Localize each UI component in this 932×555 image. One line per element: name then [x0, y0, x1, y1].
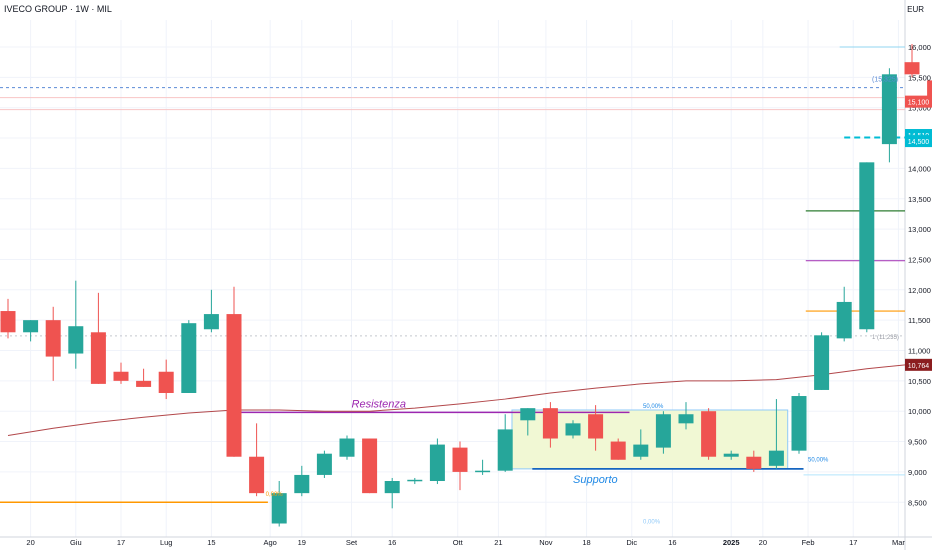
y-tick-label: 10,000 [908, 407, 931, 416]
candle-body [316, 453, 332, 475]
supporto-label: Supporto [573, 474, 618, 486]
y-tick-label: 10,500 [908, 377, 931, 386]
candle-body [362, 438, 378, 494]
candle-body [814, 335, 830, 390]
candle-body [565, 423, 581, 436]
y-tick-label: 13,500 [908, 195, 931, 204]
grey-level-label: 1 (11,235) [872, 335, 899, 341]
price-tag-ma: 10,764 [908, 363, 930, 370]
candle-body [271, 493, 287, 524]
candle-body [859, 162, 875, 330]
x-tick-label: Dic [626, 538, 637, 547]
y-tick-label: 9,000 [908, 468, 927, 477]
resistenza-label: Resistenza [352, 398, 406, 410]
y-tick-label: 14,000 [908, 164, 931, 173]
x-tick-label: 15 [207, 538, 215, 547]
range-box [511, 409, 789, 470]
candle-body [45, 320, 61, 357]
candle-body [588, 414, 604, 439]
candle-body [339, 438, 355, 457]
candle-body [68, 326, 84, 354]
chart-title: IVECO GROUP · 1W · MIL [4, 4, 112, 14]
x-tick-label: Lug [160, 538, 173, 547]
fib-left-label: 0,00% [266, 492, 284, 498]
candle-body [226, 314, 242, 457]
candle-body [23, 320, 39, 333]
y-tick-label: 12,000 [908, 286, 931, 295]
candle-body [633, 444, 649, 457]
candle-body [249, 456, 265, 494]
price-tag-teal-bottom: 14,500 [908, 139, 930, 146]
x-tick-label: 21 [494, 538, 502, 547]
candle-body [768, 450, 784, 466]
x-tick-label: Feb [802, 538, 815, 547]
fib-right-label: 50,00% [808, 458, 829, 464]
y-tick-label: 11,000 [908, 347, 930, 356]
candle-body [497, 429, 513, 471]
candle-body [203, 314, 219, 330]
price-tag-teal-bottom-bg [905, 135, 932, 148]
candle-body [746, 456, 762, 469]
candle-body [520, 408, 536, 421]
candle-body [610, 441, 626, 460]
y-tick-label: 12,500 [908, 255, 931, 264]
x-tick-label: 16 [388, 538, 396, 547]
fib-box-label: 50,00% [643, 404, 664, 410]
candle-body [0, 311, 16, 333]
x-tick-label: 16 [668, 538, 676, 547]
x-tick-label: 2025 [723, 538, 740, 547]
x-tick-label: 18 [582, 538, 590, 547]
y-tick-label: 9,500 [908, 438, 927, 447]
y-tick-label: 13,000 [908, 225, 931, 234]
candle-body [384, 481, 400, 494]
candle-body [181, 323, 197, 393]
candle-body [881, 74, 897, 145]
candle-body [655, 414, 671, 448]
candle-body [158, 371, 174, 393]
y-tick-label: 8,500 [908, 498, 927, 507]
candle-body [904, 62, 920, 75]
upper-level-label: (15,325) [872, 77, 898, 84]
candle-body [294, 474, 310, 494]
y-tick-label: 15,000 [908, 104, 931, 113]
price-tag-red: 15,100 [908, 100, 930, 107]
candle-body [136, 380, 152, 387]
y-tick-label: 15,500 [908, 73, 931, 82]
x-tick-label: 20 [26, 538, 34, 547]
x-tick-label: Set [346, 538, 358, 547]
candle-body [836, 301, 852, 339]
y-tick-label: 16,000 [908, 43, 931, 52]
candle-body [429, 444, 445, 482]
y-tick-label: 11,500 [908, 316, 930, 325]
x-tick-label: Nov [539, 538, 553, 547]
candle-body [475, 470, 491, 473]
candle-body [542, 408, 558, 439]
candle-body [452, 447, 468, 472]
x-tick-label: 20 [759, 538, 767, 547]
moving-average-line [7, 364, 906, 436]
currency-label: EUR [907, 5, 924, 14]
x-tick-label: 19 [298, 538, 306, 547]
candle-body [90, 332, 106, 384]
candle-body [791, 396, 807, 451]
price-tag-red-bg [905, 95, 932, 108]
x-tick-label: 17 [849, 538, 857, 547]
candle-body [407, 479, 423, 482]
x-tick-label: Ago [263, 538, 276, 547]
candle-body [723, 453, 739, 457]
x-tick-label: Ott [453, 538, 464, 547]
x-tick-label: Giu [70, 538, 82, 547]
candle-body [113, 371, 129, 381]
candle-body [701, 411, 717, 457]
x-tick-label: 17 [117, 538, 125, 547]
x-tick-label: Mar [892, 538, 905, 547]
candle-body [927, 80, 932, 102]
price-tag-ma-bg [905, 358, 932, 371]
fib-bottom-label: 0,00% [643, 519, 661, 525]
candle-body [678, 414, 694, 424]
